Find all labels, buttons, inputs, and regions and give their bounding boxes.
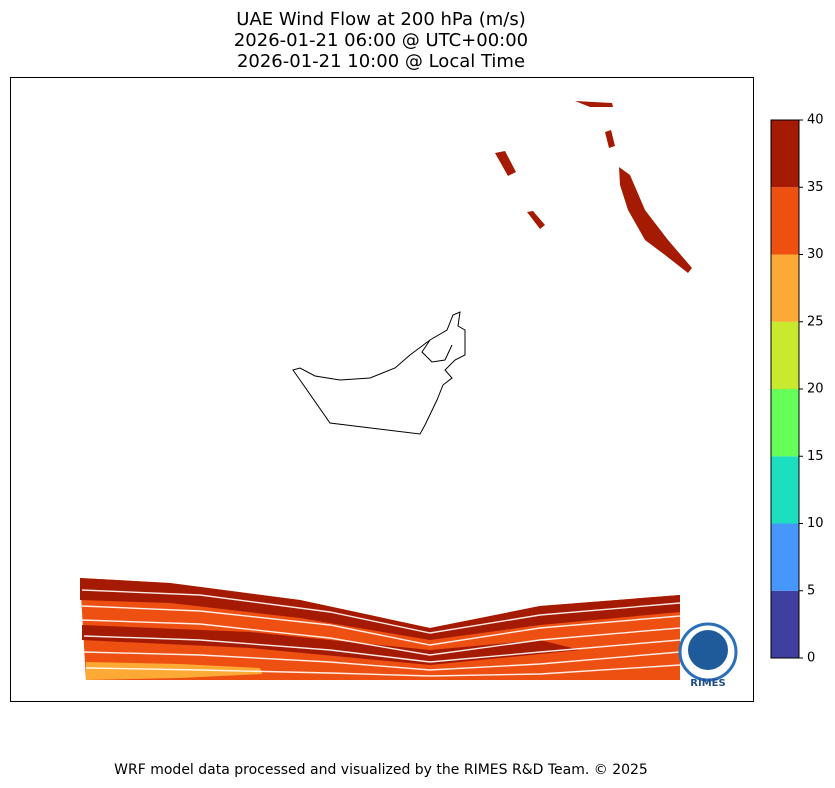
streamline [81, 605, 681, 646]
colorbar-level [771, 456, 799, 524]
map-subtitle: 2026-01-21 06:00 @ UTC+00:00 [234, 30, 528, 51]
colorbar-level [771, 523, 799, 591]
logo-text: RIMES [690, 678, 725, 689]
wind-field-north [495, 101, 692, 273]
wind-patch [527, 211, 545, 229]
wind-field-south [80, 578, 681, 680]
map-title: UAE Wind Flow at 200 hPa (m/s) [236, 9, 525, 30]
country-border [292, 311, 466, 435]
footer: WRF model data processed and visualized … [114, 762, 648, 778]
wind-patch [605, 130, 615, 148]
colorbar-tick-label: 5 [807, 583, 815, 598]
colorbar-level [771, 187, 799, 255]
colorbar-tick-label: 40 [807, 113, 824, 128]
colorbar-tick-label: 15 [807, 449, 824, 464]
colorbar: 0 5 10 15 20 25 30 35 40 [770, 113, 824, 666]
colorbar-level [771, 590, 799, 658]
streamline [83, 651, 681, 671]
wind-patch [619, 167, 692, 273]
logo-disc [688, 630, 728, 670]
colorbar-tick-label: 35 [807, 180, 824, 195]
wind-patch [495, 151, 516, 176]
colorbar-tick-label: 10 [807, 516, 824, 531]
streamline [81, 589, 681, 634]
streamline [85, 664, 681, 677]
streamline [83, 635, 681, 663]
map-subtitle: 2026-01-21 10:00 @ Local Time [237, 51, 525, 72]
wind-band [80, 578, 680, 640]
colorbar-level [771, 254, 799, 322]
colorbar-tick-label: 0 [807, 651, 815, 666]
colorbar-level [771, 120, 799, 188]
wind-band [82, 625, 580, 665]
map-panel: RIMES [10, 77, 754, 702]
colorbar-level [771, 389, 799, 457]
colorbar-tick-label: 30 [807, 247, 824, 262]
streamline [81, 619, 681, 656]
colorbar-tick-label: 25 [807, 314, 824, 329]
wind-patch [575, 101, 613, 107]
colorbar-level [771, 321, 799, 389]
colorbar-tick-label: 20 [807, 382, 824, 397]
wind-band [86, 662, 262, 680]
logo: RIMES [678, 622, 738, 689]
